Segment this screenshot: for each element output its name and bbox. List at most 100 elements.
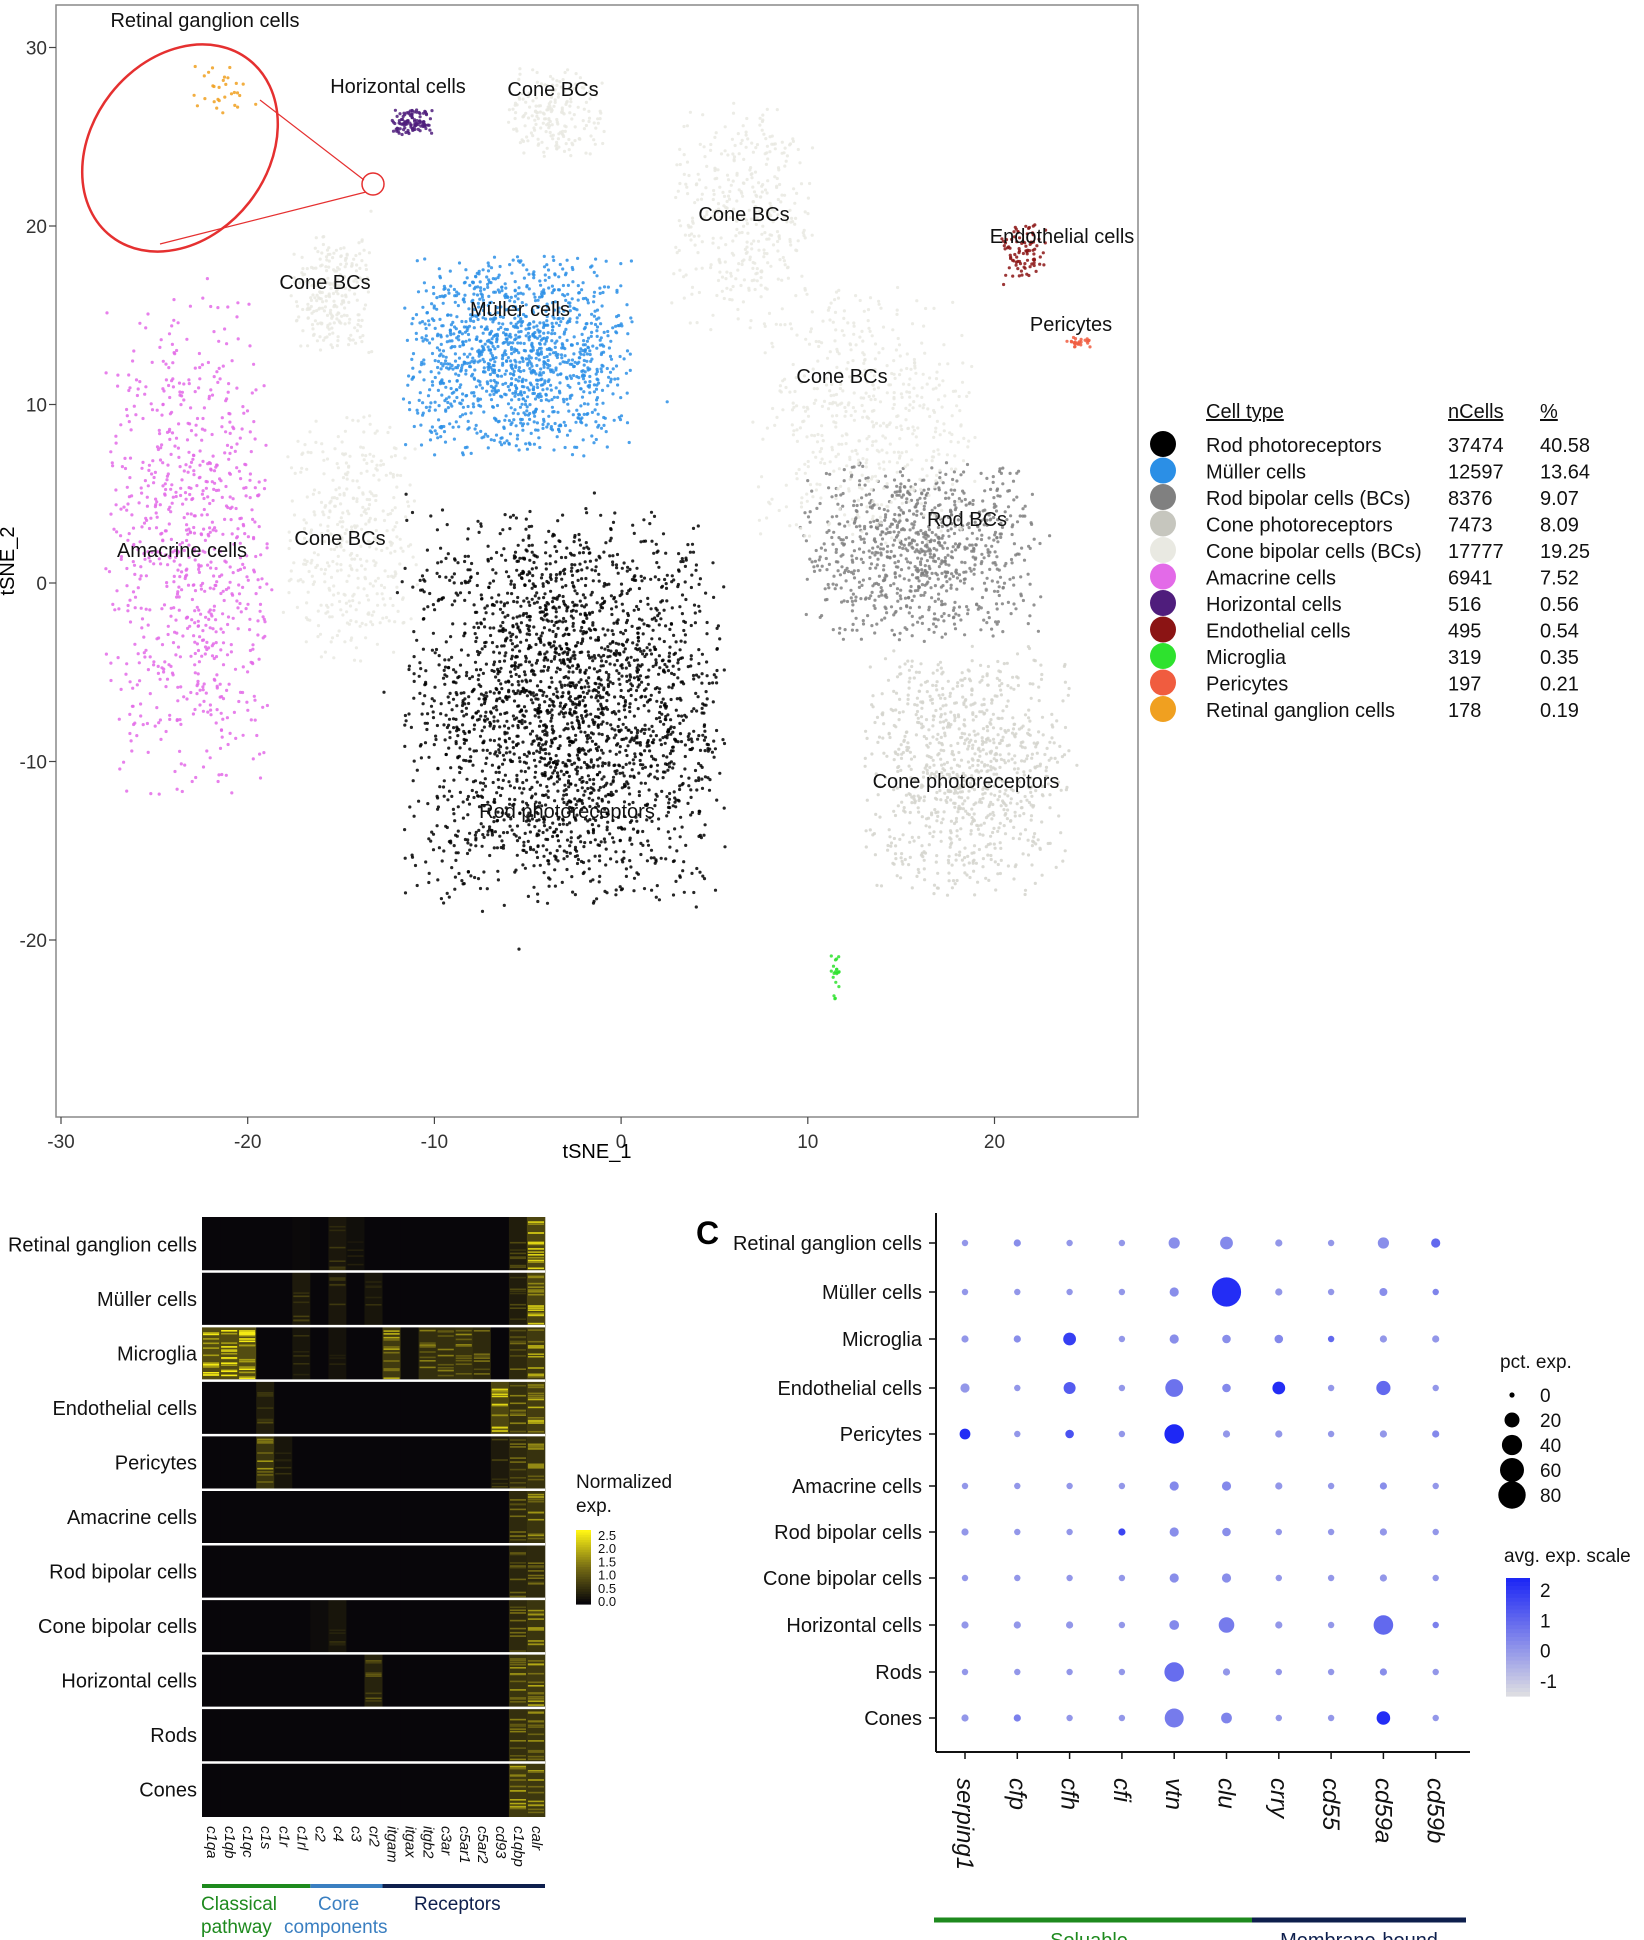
cell-point: [905, 497, 909, 501]
cell-point: [705, 697, 709, 701]
cell-point: [503, 738, 507, 743]
cell-point: [417, 674, 421, 678]
cell-point: [415, 883, 419, 888]
cell-point: [923, 496, 927, 500]
cell-point: [492, 691, 496, 695]
cell-point: [910, 573, 915, 577]
cell-point: [524, 517, 528, 521]
cell-point: [924, 824, 928, 828]
cell-point: [1012, 877, 1016, 881]
cell-point: [525, 285, 529, 289]
cell-point: [602, 285, 607, 289]
cell-point: [534, 566, 538, 570]
cell-point: [489, 266, 494, 270]
cell-point: [595, 897, 599, 901]
cell-point: [638, 758, 642, 763]
cell-point: [466, 427, 470, 431]
cell-point: [544, 562, 548, 566]
cell-point: [483, 699, 487, 704]
cell-point: [860, 583, 864, 588]
cell-point: [548, 352, 552, 356]
cell-point: [632, 676, 637, 680]
cell-point: [519, 571, 524, 576]
cell-point: [713, 888, 718, 892]
cell-point: [682, 682, 686, 686]
cell-point: [533, 299, 538, 303]
cell-point: [572, 553, 576, 557]
cell-point: [637, 771, 641, 775]
cell-point: [967, 502, 971, 506]
cell-point: [645, 652, 649, 656]
cell-point: [458, 591, 463, 595]
cell-point: [876, 557, 880, 561]
cell-point: [531, 308, 535, 312]
cell-point: [486, 365, 490, 369]
cell-point: [477, 805, 482, 809]
cell-point: [627, 802, 631, 806]
cell-point: [529, 645, 533, 649]
cell-point: [580, 568, 584, 572]
cell-point: [553, 884, 558, 888]
cell-point: [873, 606, 877, 611]
cell-point: [459, 648, 464, 652]
cell-point: [481, 308, 485, 313]
cell-point: [899, 482, 903, 486]
cell-point: [491, 602, 495, 607]
cell-point: [649, 734, 653, 738]
cell-point: [454, 670, 458, 674]
cell-point: [674, 640, 678, 644]
cell-point: [648, 522, 652, 526]
cell-point: [517, 836, 522, 840]
cell-point: [645, 623, 650, 628]
cell-point: [464, 674, 469, 678]
cell-point: [611, 775, 616, 779]
cell-point: [678, 875, 682, 879]
cell-point: [476, 626, 481, 630]
cell-point: [466, 794, 470, 799]
cell-point: [1030, 492, 1034, 496]
cell-point: [689, 795, 693, 800]
cell-point: [668, 845, 672, 849]
cell-point: [619, 888, 624, 892]
cell-point: [545, 387, 549, 391]
cell-point: [549, 645, 553, 649]
cell-point: [524, 761, 529, 765]
cell-point: [609, 527, 613, 532]
cell-point: [511, 689, 515, 693]
cell-point: [992, 496, 996, 500]
cell-point: [477, 828, 481, 833]
cell-point: [628, 702, 632, 706]
cell-point: [510, 377, 514, 381]
cell-point: [654, 619, 658, 623]
cell-point: [579, 766, 583, 770]
cell-point: [487, 585, 491, 590]
cell-point: [858, 479, 862, 483]
cell-point: [928, 831, 932, 836]
cell-point: [1009, 801, 1013, 805]
cell-point: [509, 674, 513, 679]
cell-point: [492, 626, 496, 630]
cell-point: [572, 761, 577, 765]
cell-point: [885, 611, 889, 615]
cell-point: [867, 549, 871, 553]
cell-point: [654, 798, 658, 802]
cell-point: [482, 697, 486, 701]
cell-point: [502, 818, 506, 822]
cell-point: [636, 636, 640, 640]
cell-point: [845, 599, 850, 604]
cell-point: [944, 703, 948, 707]
cell-point: [598, 609, 602, 613]
cell-point: [892, 582, 896, 586]
cell-point: [507, 780, 511, 784]
cell-point: [521, 713, 525, 717]
cell-point: [558, 391, 562, 395]
cell-point: [855, 503, 859, 508]
cell-point: [421, 305, 425, 309]
cell-point: [850, 609, 855, 613]
cell-point: [522, 276, 527, 280]
cell-point: [971, 498, 975, 503]
cell-point: [428, 591, 432, 596]
cell-point: [464, 268, 468, 272]
cell-point: [488, 738, 492, 742]
cell-point: [461, 723, 465, 727]
